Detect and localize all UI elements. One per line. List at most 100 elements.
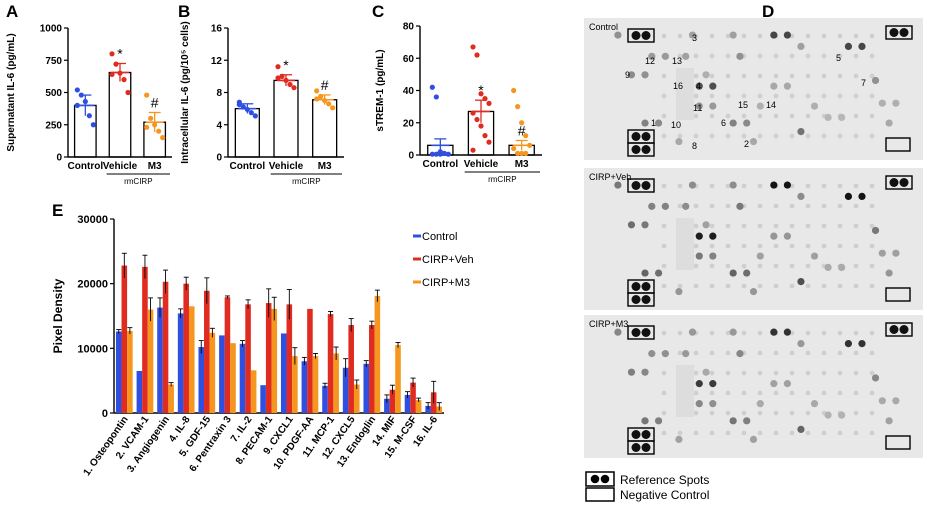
bar (127, 330, 133, 413)
legend-label: CIRP+M3 (422, 277, 470, 289)
background-spot (741, 263, 747, 269)
background-spot (805, 93, 811, 99)
background-spot (869, 113, 875, 119)
y-tick-label: 40 (403, 86, 415, 97)
background-spot (773, 410, 779, 416)
y-tick-label: 0 (102, 408, 108, 420)
antibody-spot (743, 417, 751, 425)
bar (369, 325, 375, 413)
background-spot (757, 183, 763, 189)
background-spot (773, 370, 779, 376)
reference-spot (641, 328, 651, 337)
antibody-spot (838, 113, 846, 121)
panel-label: B (178, 2, 190, 21)
bar (280, 333, 287, 413)
panel-d-legend: Reference Spots Negative Control (585, 471, 709, 502)
background-spot (693, 370, 699, 376)
antibody-spot (797, 192, 805, 200)
background-spot (853, 33, 859, 39)
antibody-spot (675, 137, 683, 146)
bar (301, 361, 308, 413)
data-point (275, 75, 281, 81)
bar (245, 304, 251, 413)
bar (162, 281, 169, 413)
antibody-spot (702, 221, 710, 229)
bar (230, 343, 236, 413)
background-spot (789, 390, 795, 396)
spot-number-label: 13 (672, 56, 682, 66)
antibody-spot (756, 252, 764, 260)
background-spot (773, 430, 779, 436)
data-point (160, 135, 166, 141)
background-spot (693, 73, 699, 79)
antibody-spot (729, 328, 737, 336)
background-spot (709, 410, 715, 416)
antibody-spot (675, 435, 683, 444)
background-spot (661, 223, 667, 229)
background-spot (709, 263, 715, 269)
reference-spot (631, 132, 641, 141)
data-point (82, 98, 88, 105)
y-tick-label: 16 (211, 24, 223, 35)
antibody-spot (709, 252, 717, 260)
reference-spot-legend-icon (585, 471, 615, 487)
bar (415, 400, 422, 413)
background-spot (869, 370, 875, 376)
data-point (74, 87, 80, 93)
background-spot (661, 283, 667, 289)
antibody-spot (756, 102, 764, 110)
antibody-spot (654, 269, 663, 277)
negative-control-label: Negative Control (620, 488, 709, 502)
antibody-spot (783, 328, 792, 336)
antibody-spot (709, 232, 717, 240)
data-point (74, 102, 80, 108)
background-spot (869, 93, 875, 99)
background-spot (773, 283, 779, 289)
antibody-spot (743, 269, 751, 277)
data-point (433, 94, 439, 100)
antibody-spot (892, 99, 900, 107)
data-point (478, 91, 484, 97)
background-spot (741, 370, 747, 376)
background-spot (725, 370, 731, 376)
background-spot (789, 430, 795, 436)
background-spot (773, 73, 779, 79)
antibody-spot (736, 350, 744, 358)
antibody-spot (858, 42, 866, 51)
background-spot (773, 93, 779, 99)
reference-spot (641, 132, 651, 141)
data-point (523, 133, 529, 139)
y-tick-label: 20 (403, 118, 415, 129)
background-spot (853, 183, 859, 189)
data-point (109, 51, 115, 57)
background-spot (709, 283, 715, 289)
background-spot (837, 33, 843, 39)
data-point (117, 70, 123, 76)
antibody-spot (810, 102, 819, 110)
bar (147, 309, 154, 413)
background-spot (709, 183, 715, 189)
reference-spot (631, 181, 641, 190)
data-point (240, 104, 246, 110)
bar (307, 308, 313, 413)
y-tick-label: 30000 (77, 214, 108, 226)
bar (177, 313, 184, 413)
data-point (429, 151, 435, 157)
antibody-spot (614, 31, 622, 39)
data-point (121, 77, 127, 83)
background-spot (821, 370, 827, 376)
background-spot (693, 203, 699, 209)
background-spot (773, 133, 779, 139)
data-point (486, 139, 492, 145)
background-spot (853, 390, 859, 396)
background-spot (869, 133, 875, 139)
background-spot (869, 410, 875, 416)
reference-spot (899, 28, 909, 37)
antibody-spot (641, 417, 649, 425)
antibody-spot (871, 374, 880, 382)
background-spot (805, 183, 811, 189)
reference-spot (889, 325, 899, 334)
background-spot (757, 53, 763, 59)
background-spot (709, 53, 715, 59)
background-spot (677, 350, 683, 356)
